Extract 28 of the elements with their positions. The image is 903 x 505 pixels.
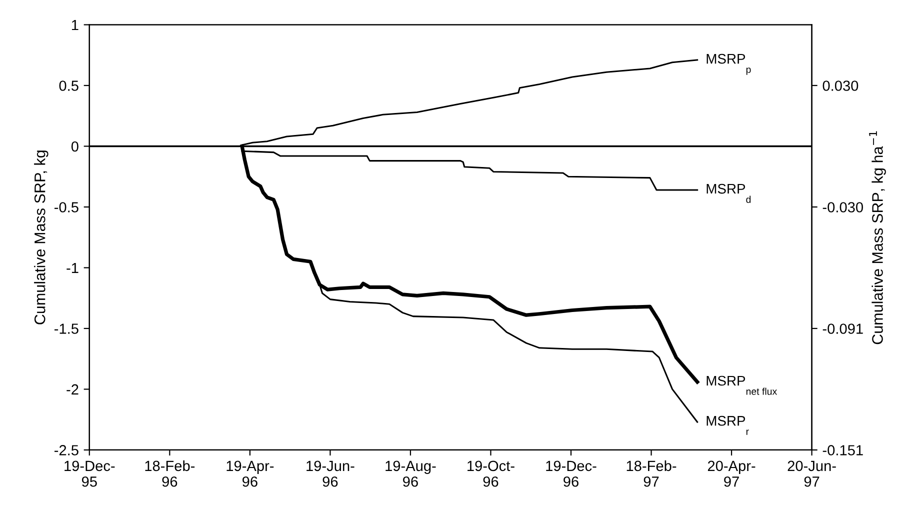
x-tick-label: 19-Dec- 95 bbox=[64, 460, 115, 487]
x-tick-label: 18-Feb- 97 bbox=[626, 460, 676, 487]
y-tick-label: -1.5 bbox=[54, 324, 78, 334]
y-tick-label: 0 bbox=[71, 141, 78, 152]
x-tick-label: 19-Jun- 96 bbox=[306, 460, 354, 487]
y2-tick-label: -0.030 bbox=[822, 202, 863, 212]
y2-tick-label: -0.151 bbox=[822, 445, 863, 456]
x-tick-label: 19-Dec- 96 bbox=[546, 460, 596, 487]
x-tick-label: 19-Aug- 96 bbox=[386, 460, 436, 487]
y-tick-label: -2.5 bbox=[54, 445, 78, 456]
y-tick-label: -0.5 bbox=[54, 202, 78, 212]
x-tick-label: 18-Feb- 96 bbox=[145, 460, 195, 487]
y2-tick-label: 0.030 bbox=[822, 80, 858, 91]
x-tick-label: 20-Apr- 97 bbox=[708, 460, 756, 487]
y-tick-label: -2 bbox=[66, 384, 78, 394]
series-label: MSRPr bbox=[706, 416, 749, 435]
series-label: MSRPnet flux bbox=[706, 376, 778, 395]
x-tick-label: 19-Oct- 96 bbox=[468, 460, 514, 487]
x-tick-label: 20-Jun- 97 bbox=[788, 460, 836, 487]
y-tick-label: 0.5 bbox=[59, 80, 78, 91]
x-tick-label: 19-Apr- 96 bbox=[226, 460, 274, 487]
y-axis-title: Cumulative Mass SRP, kg bbox=[34, 150, 48, 324]
y2-axis-title: Cumulative Mass SRP, kg ha$^{−1}$ bbox=[869, 131, 886, 344]
y-tick-label: -1 bbox=[66, 262, 78, 274]
y2-tick-label: -0.091 bbox=[822, 324, 863, 334]
y-tick-label: 1 bbox=[72, 20, 78, 30]
series-label: MSRPd bbox=[706, 184, 751, 203]
series-label: MSRPp bbox=[706, 54, 751, 75]
